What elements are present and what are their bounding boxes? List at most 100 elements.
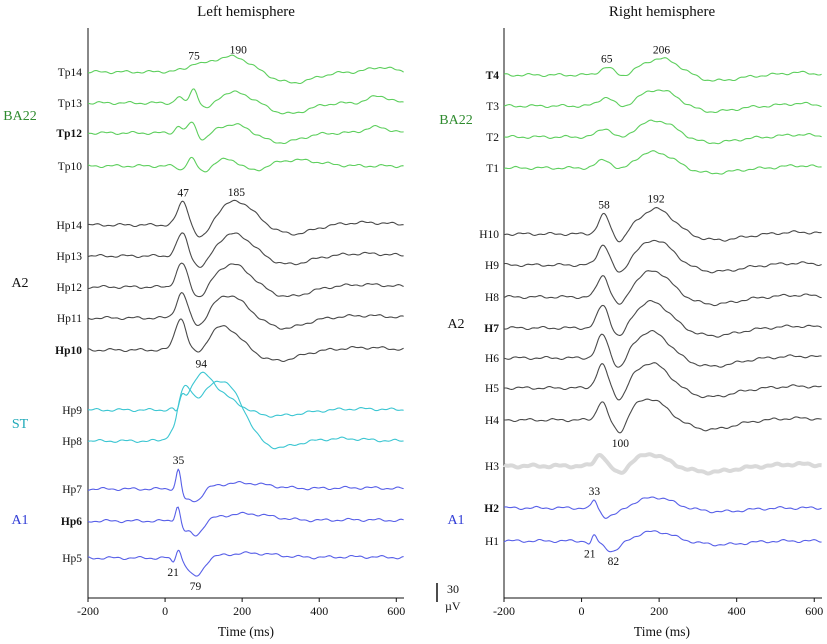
channel-label-h2: H2	[484, 503, 499, 515]
channel-label-h1: H1	[485, 536, 499, 548]
trace-hp11	[87, 292, 404, 330]
channel-label-hp9: Hp9	[62, 405, 82, 417]
trace-h6	[503, 330, 822, 368]
channel-label-tp12: Tp12	[56, 128, 82, 140]
trace-h10	[503, 207, 822, 243]
trace-h1	[503, 530, 822, 553]
trace-h3	[503, 452, 823, 476]
scale-bar: 30 µV	[436, 582, 461, 613]
trace-hp13	[87, 232, 404, 268]
trace-h7	[503, 299, 822, 338]
channel-label-t3: T3	[486, 101, 499, 113]
channel-label-t4: T4	[486, 70, 500, 82]
x-tick-label: 200	[650, 604, 668, 618]
left-group-labels: BA22 A2 ST A1	[3, 109, 36, 528]
left-x-axis-title: Time (ms)	[218, 624, 274, 639]
peak-label: 79	[190, 581, 202, 593]
trace-hp8	[87, 380, 404, 450]
peak-label: 58	[598, 199, 610, 211]
left-panel-title: Left hemisphere	[197, 4, 295, 20]
peak-label: 75	[188, 51, 200, 63]
peak-label: 206	[653, 45, 671, 57]
right-traces	[503, 57, 823, 553]
trace-t2	[503, 119, 822, 145]
x-tick-label: 200	[233, 604, 251, 618]
x-tick-label: -200	[493, 604, 515, 618]
trace-hp6	[87, 506, 404, 537]
trace-tp14	[87, 54, 404, 85]
left-x-ticks: -200 0 200 400 600	[77, 598, 405, 618]
scale-bar-value: 30	[447, 582, 459, 596]
channel-label-h5: H5	[485, 383, 499, 395]
group-label-a1: A1	[11, 513, 28, 528]
trace-hp14	[87, 199, 404, 238]
trace-t1	[503, 150, 822, 175]
x-tick-label: 600	[387, 604, 405, 618]
channel-label-t2: T2	[486, 132, 499, 144]
trace-h8	[503, 270, 822, 307]
x-tick-label: 400	[310, 604, 328, 618]
channel-label-hp7: Hp7	[62, 484, 82, 496]
peak-label: 185	[228, 187, 246, 199]
group-label-a2: A2	[11, 276, 28, 291]
x-tick-label: 600	[805, 604, 823, 618]
channel-label-h7: H7	[484, 323, 499, 335]
right-group-labels: BA22 A2 A1	[439, 113, 472, 528]
trace-tp12	[87, 121, 404, 145]
right-peak-labels: 65 206 58 192 100 33 21 82	[584, 45, 670, 568]
peak-label: 94	[196, 359, 208, 371]
channel-label-h4: H4	[485, 415, 499, 427]
peak-label: 82	[608, 556, 620, 568]
group-label-a2: A2	[447, 317, 464, 332]
right-channel-labels: T4 T3 T2 T1 H10 H9 H8 H7 H6 H5 H4 H3 H2 H1	[479, 70, 499, 548]
peak-label: 65	[601, 54, 613, 66]
group-label-ba22: BA22	[439, 113, 472, 128]
group-label-a1: A1	[447, 513, 464, 528]
channel-label-tp14: Tp14	[58, 67, 83, 79]
trace-h5	[503, 362, 822, 401]
x-tick-label: 0	[579, 604, 585, 618]
peak-label: 21	[167, 567, 179, 579]
channel-label-hp10: Hp10	[55, 345, 82, 357]
channel-label-hp6: Hp6	[61, 516, 82, 528]
trace-hp7	[87, 468, 404, 503]
trace-h2	[503, 496, 822, 519]
channel-label-hp14: Hp14	[56, 220, 82, 232]
x-tick-label: -200	[77, 604, 99, 618]
x-tick-label: 400	[728, 604, 746, 618]
channel-label-t1: T1	[486, 163, 499, 175]
peak-label: 100	[612, 438, 630, 450]
trace-h4	[503, 398, 822, 434]
channel-label-hp13: Hp13	[56, 251, 82, 263]
peak-label: 33	[589, 486, 601, 498]
x-tick-label: 0	[162, 604, 168, 618]
trace-t4	[503, 57, 822, 82]
trace-hp10	[87, 318, 404, 363]
left-peak-labels: 190 75 47 185 94 35 21 79	[167, 44, 247, 593]
right-panel: Right hemisphere -200 0 200 400 600 T4 T3 T2 T1…	[439, 4, 823, 639]
trace-hp12	[87, 262, 404, 298]
trace-tp10	[87, 156, 404, 173]
peak-label: 21	[584, 549, 596, 561]
scale-bar-unit: µV	[445, 599, 461, 613]
channel-label-h6: H6	[485, 353, 499, 365]
peak-label: 35	[173, 455, 185, 467]
right-x-ticks: -200 0 200 400 600	[493, 598, 823, 618]
peak-label: 192	[647, 194, 665, 206]
trace-t3	[503, 89, 822, 114]
left-traces	[87, 54, 404, 577]
channel-label-hp8: Hp8	[62, 436, 82, 448]
left-channel-labels: Tp14 Tp13 Tp12 Tp10 Hp14 Hp13 Hp12 Hp11 Hp10 Hp9 H…	[55, 67, 82, 565]
channel-label-h10: H10	[479, 229, 499, 241]
channel-label-hp12: Hp12	[56, 282, 82, 294]
right-panel-title: Right hemisphere	[609, 4, 716, 20]
channel-label-h8: H8	[485, 292, 499, 304]
channel-label-h3: H3	[485, 461, 499, 473]
channel-label-hp11: Hp11	[57, 313, 82, 325]
group-label-st: ST	[12, 417, 29, 432]
channel-label-h9: H9	[485, 260, 499, 272]
trace-h9	[503, 239, 822, 274]
peak-label: 47	[177, 187, 189, 199]
right-x-axis-title: Time (ms)	[634, 624, 690, 639]
